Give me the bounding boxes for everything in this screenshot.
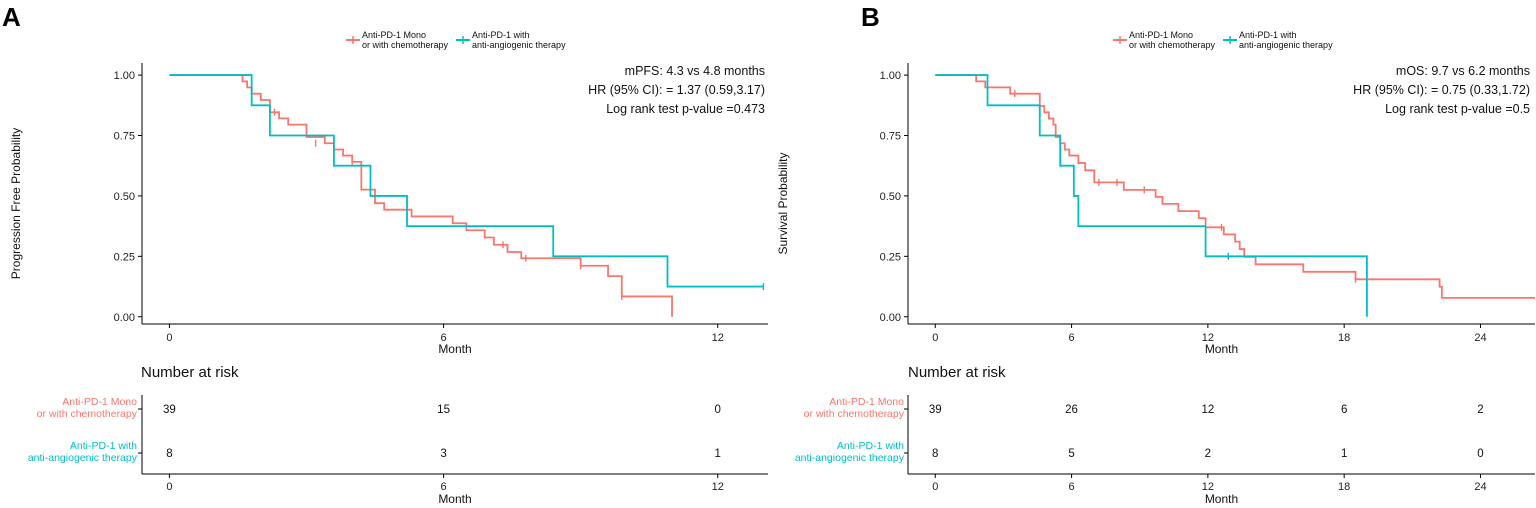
risk-count: 0	[715, 404, 721, 416]
x-axis-title: Month	[1205, 342, 1238, 356]
curve-mono	[169, 74, 673, 317]
risk-row-label-line1: Anti-PD-1 Mono	[829, 396, 904, 408]
legend-label-line2: anti-angiogenic therapy	[472, 40, 566, 50]
risk-table-title: Number at risk	[141, 364, 239, 381]
risk-x-axis-title: Month	[438, 492, 471, 506]
km-step-line	[169, 74, 764, 288]
x-axis-title: Month	[438, 342, 471, 356]
x-tick-label: 0	[166, 332, 172, 344]
y-tick-label: 0.50	[114, 191, 135, 203]
risk-count: 8	[166, 448, 172, 460]
risk-x-tick-label: 6	[1069, 481, 1075, 493]
stat-annotation: mOS: 9.7 vs 6.2 months	[1396, 64, 1530, 78]
risk-x-tick-label: 0	[932, 481, 938, 493]
risk-count: 15	[437, 404, 450, 416]
risk-count: 39	[163, 404, 176, 416]
legend-label-line1: Anti-PD-1 with	[472, 30, 530, 40]
legend-label-line1: Anti-PD-1 Mono	[362, 30, 426, 40]
y-tick-label: 0.75	[114, 131, 135, 143]
x-tick-label: 0	[932, 332, 938, 344]
y-tick-label: 0.25	[880, 251, 901, 263]
stat-annotation: HR (95% CI): = 0.75 (0.33,1.72)	[1353, 83, 1530, 97]
risk-x-tick-label: 0	[166, 481, 172, 493]
risk-x-tick-label: 24	[1474, 481, 1486, 493]
y-axis-title: Survival Probability	[776, 152, 790, 254]
legend-label-line2: or with chemotherapy	[1129, 40, 1216, 50]
risk-count: 2	[1477, 404, 1483, 416]
risk-x-tick-label: 12	[1202, 481, 1214, 493]
y-tick-label: 1.00	[880, 70, 901, 82]
risk-count: 12	[1201, 404, 1214, 416]
curve-angio	[935, 74, 1368, 317]
stat-annotation: mPFS: 4.3 vs 4.8 months	[625, 64, 765, 78]
x-tick-label: 18	[1338, 332, 1350, 344]
y-tick-label: 0.50	[880, 191, 901, 203]
risk-x-tick-label: 12	[712, 481, 724, 493]
risk-row-label-line1: Anti-PD-1 with	[837, 440, 904, 452]
km-step-line	[935, 74, 1368, 317]
risk-count: 1	[1341, 448, 1347, 460]
risk-count: 2	[1205, 448, 1211, 460]
y-tick-label: 1.00	[114, 70, 135, 82]
panel-letter: A	[2, 2, 21, 32]
y-tick-label: 0.00	[880, 312, 901, 324]
risk-row-label-line1: Anti-PD-1 Mono	[62, 396, 137, 408]
y-tick-label: 0.25	[114, 251, 135, 263]
stat-annotation: Log rank test p-value =0.5	[1385, 102, 1530, 116]
risk-row-label-line2: anti-angiogenic therapy	[795, 452, 905, 464]
km-step-line	[935, 74, 1535, 299]
legend-label-line2: anti-angiogenic therapy	[1239, 40, 1333, 50]
risk-count: 3	[440, 448, 446, 460]
risk-row-label-line1: Anti-PD-1 with	[70, 440, 137, 452]
stat-annotation: Log rank test p-value =0.473	[606, 102, 765, 116]
x-tick-label: 6	[1069, 332, 1075, 344]
legend-label-line1: Anti-PD-1 Mono	[1129, 30, 1193, 40]
stat-annotation: HR (95% CI): = 1.37 (0.59,3.17)	[588, 83, 765, 97]
panel-letter: B	[861, 2, 880, 32]
x-tick-label: 24	[1474, 332, 1486, 344]
legend-label-line2: or with chemotherapy	[362, 40, 449, 50]
risk-count: 8	[932, 448, 938, 460]
risk-count: 39	[929, 404, 942, 416]
risk-x-tick-label: 18	[1338, 481, 1350, 493]
risk-row-label-line2: anti-angiogenic therapy	[28, 452, 138, 464]
x-tick-label: 6	[441, 332, 447, 344]
curve-mono	[935, 74, 1535, 299]
risk-count: 0	[1477, 448, 1483, 460]
risk-count: 6	[1341, 404, 1347, 416]
risk-count: 1	[715, 448, 721, 460]
risk-table-title: Number at risk	[908, 364, 1006, 381]
x-tick-label: 12	[1202, 332, 1214, 344]
y-axis-title: Progression Free Probability	[9, 128, 23, 279]
risk-row-label-line2: or with chemotherapy	[804, 408, 905, 420]
risk-count: 5	[1068, 448, 1074, 460]
risk-x-tick-label: 6	[441, 481, 447, 493]
y-tick-label: 0.75	[880, 131, 901, 143]
risk-x-axis-title: Month	[1205, 492, 1238, 506]
km-step-line	[169, 74, 673, 317]
legend-label-line1: Anti-PD-1 with	[1239, 30, 1297, 40]
risk-row-label-line2: or with chemotherapy	[37, 408, 138, 420]
curve-angio	[169, 74, 765, 291]
y-tick-label: 0.00	[114, 312, 135, 324]
x-tick-label: 12	[712, 332, 724, 344]
risk-count: 26	[1065, 404, 1078, 416]
